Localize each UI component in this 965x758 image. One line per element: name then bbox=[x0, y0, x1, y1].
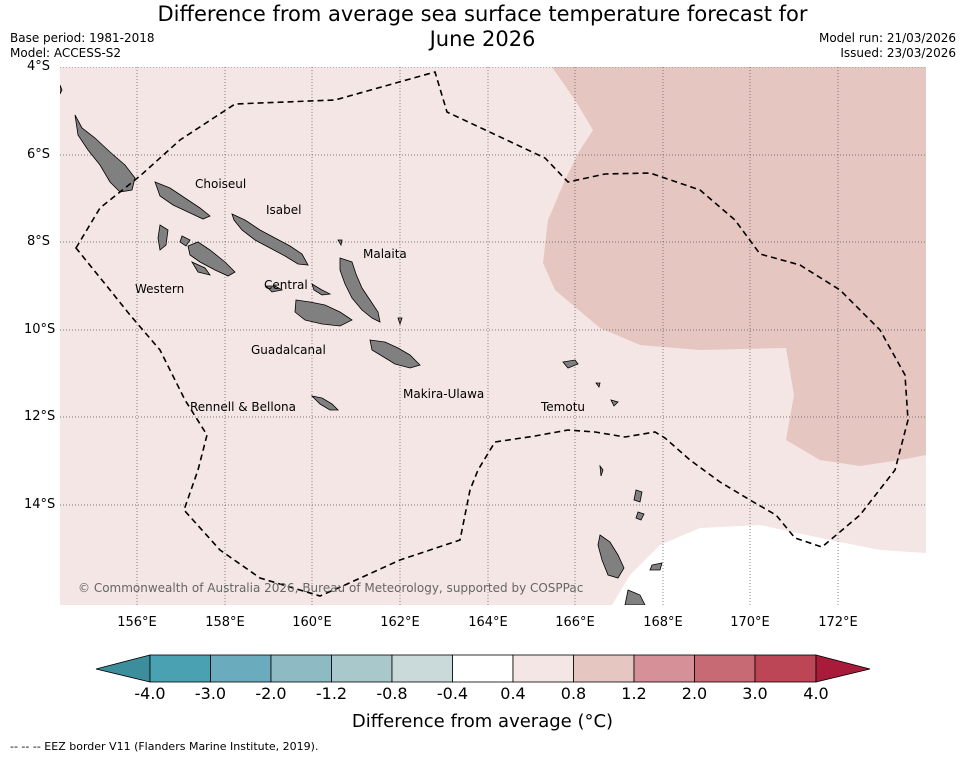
island-makira bbox=[369, 339, 421, 369]
cb-label-5: -0.4 bbox=[436, 684, 469, 703]
island-temotu-1 bbox=[562, 359, 579, 369]
colorbar-segment-11 bbox=[754, 654, 817, 683]
eez-border bbox=[75, 71, 909, 597]
lon-label-164e: 164°E bbox=[468, 615, 508, 630]
province-labels: Choiseul Isabel Malaita Western Central … bbox=[135, 177, 585, 414]
province-temotu: Temotu bbox=[540, 400, 585, 414]
colorbar-title: Difference from average (°C) bbox=[351, 711, 614, 732]
colorbar-segment-8 bbox=[573, 654, 635, 683]
island-western-5 bbox=[190, 261, 211, 276]
province-malaita: Malaita bbox=[363, 247, 407, 261]
cb-label-2: -2.0 bbox=[255, 684, 287, 703]
colorbar bbox=[95, 654, 871, 683]
colorbar-segment-4 bbox=[331, 654, 393, 683]
cb-label-3: -1.2 bbox=[315, 684, 348, 703]
province-guadalcanal: Guadalcanal bbox=[251, 343, 326, 357]
island-isabel bbox=[231, 213, 309, 266]
copyright-text: © Commonwealth of Australia 2026, Bureau… bbox=[78, 581, 583, 595]
cb-label-11: 4.0 bbox=[803, 684, 829, 703]
base-period: Base period: 1981-2018 bbox=[10, 31, 155, 45]
island-western-1 bbox=[74, 114, 136, 193]
island-central bbox=[265, 285, 284, 293]
colorbar-segment-2 bbox=[210, 654, 272, 683]
island-malaita-small bbox=[337, 239, 343, 247]
colorbar-segment-1 bbox=[149, 654, 211, 683]
issued-date: Issued: 23/03/2026 bbox=[840, 46, 956, 60]
island-western-2 bbox=[157, 224, 169, 251]
colorbar-segment-7 bbox=[512, 654, 574, 683]
island-vanuatu-6 bbox=[599, 464, 604, 477]
province-isabel: Isabel bbox=[266, 203, 301, 217]
colorbar-arrow-right bbox=[815, 654, 871, 683]
cb-label-8: 1.2 bbox=[621, 684, 647, 703]
meta-right: Model run: 21/03/2026 Issued: 23/03/2026 bbox=[819, 31, 956, 61]
colorbar-segment-10 bbox=[694, 654, 756, 683]
island-temotu-3 bbox=[610, 399, 619, 407]
cb-label-7: 0.8 bbox=[560, 684, 587, 703]
island-vanuatu-1 bbox=[597, 534, 625, 579]
lon-label-166e: 166°E bbox=[555, 615, 595, 630]
lon-label-156e: 156°E bbox=[117, 615, 157, 630]
cb-label-0: -4.0 bbox=[134, 684, 166, 703]
island-malaita bbox=[339, 257, 381, 323]
lat-label-10s: 10°S bbox=[24, 322, 56, 337]
island-choiseul bbox=[154, 181, 211, 220]
island-rennell bbox=[310, 395, 339, 411]
colorbar-arrow-left bbox=[95, 654, 151, 683]
graticule bbox=[60, 67, 926, 605]
island-vanuatu-3 bbox=[649, 562, 663, 571]
cb-label-1: -3.0 bbox=[194, 684, 227, 703]
province-choiseul: Choiseul bbox=[195, 177, 246, 191]
island-western-4 bbox=[179, 235, 191, 247]
island-temotu-2 bbox=[595, 382, 601, 388]
colorbar-segment-3 bbox=[270, 654, 332, 683]
island-small-1 bbox=[397, 317, 403, 326]
colorbar-segment-6 bbox=[452, 654, 514, 683]
lon-label-170e: 170°E bbox=[730, 615, 770, 630]
island-central-2 bbox=[311, 283, 332, 296]
eez-footnote: -- -- -- EEZ border V11 (Flanders Marine… bbox=[10, 740, 319, 753]
cb-label-6: 0.4 bbox=[500, 684, 526, 703]
lat-label-12s: 12°S bbox=[24, 409, 56, 424]
colorbar-segment-5 bbox=[391, 654, 453, 683]
lon-label-160e: 160°E bbox=[292, 615, 332, 630]
cb-label-4: -0.8 bbox=[376, 684, 408, 703]
meta-left: Base period: 1981-2018 Model: ACCESS-S2 bbox=[10, 31, 155, 61]
lat-label-4s: 4°S bbox=[26, 59, 50, 74]
model-name: Model: ACCESS-S2 bbox=[10, 46, 122, 60]
anomaly-region-neutral bbox=[612, 525, 926, 605]
province-central: Central bbox=[264, 278, 308, 292]
island-vanuatu-2 bbox=[624, 589, 646, 605]
island-guadalcanal bbox=[294, 299, 353, 327]
model-run: Model run: 21/03/2026 bbox=[818, 31, 956, 45]
lon-label-168e: 168°E bbox=[643, 615, 683, 630]
anomaly-region-0.8-1.2 bbox=[543, 67, 926, 466]
lon-label-158e: 158°E bbox=[205, 615, 245, 630]
lat-label-8s: 8°S bbox=[26, 234, 50, 249]
lat-label-6s: 6°S bbox=[26, 147, 50, 162]
map-title-line1: Difference from average sea surface temp… bbox=[157, 2, 808, 26]
province-western: Western bbox=[135, 282, 184, 296]
island-vanuatu-4 bbox=[633, 489, 643, 503]
island-png bbox=[60, 84, 63, 95]
cb-label-9: 2.0 bbox=[681, 684, 708, 703]
map-title-line2: June 2026 bbox=[429, 27, 536, 51]
lon-label-172e: 172°E bbox=[818, 615, 858, 630]
map-title: Difference from average sea surface temp… bbox=[0, 2, 965, 52]
island-vanuatu-5 bbox=[635, 511, 645, 521]
island-western-3 bbox=[187, 241, 236, 277]
province-rennell-bellona: Rennell & Bellona bbox=[190, 400, 296, 414]
cb-label-10: 3.0 bbox=[742, 684, 768, 703]
lat-label-14s: 14°S bbox=[24, 497, 56, 512]
lon-label-162e: 162°E bbox=[380, 615, 420, 630]
islands bbox=[60, 84, 663, 605]
colorbar-segment-9 bbox=[633, 654, 695, 683]
province-makira-ulawa: Makira-Ulawa bbox=[403, 387, 484, 401]
